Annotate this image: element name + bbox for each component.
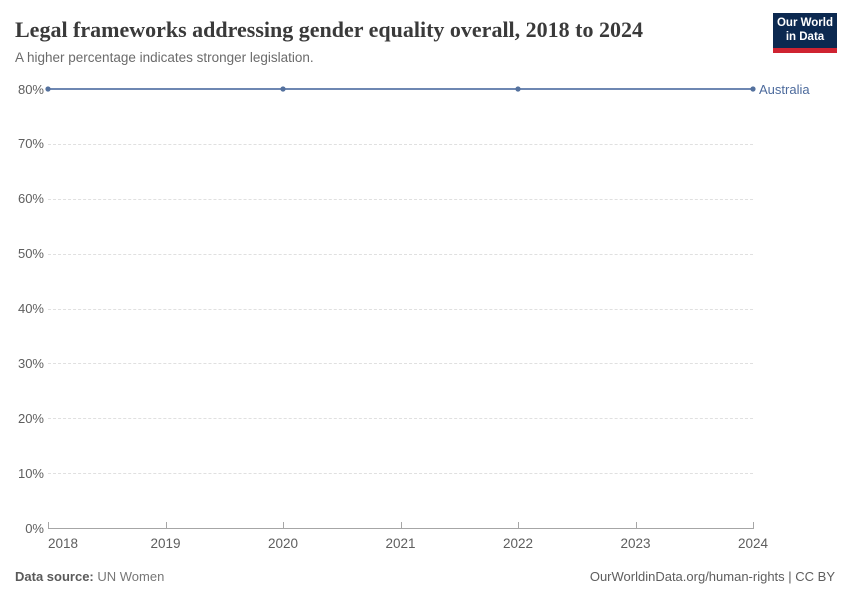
page-title: Legal frameworks addressing gender equal…: [15, 17, 643, 42]
y-tick-label-20: 20%: [17, 410, 44, 426]
y-tick-label-0: 0%: [25, 520, 44, 536]
x-tick-label-2018: 2018: [48, 536, 79, 551]
gridline-20: [48, 418, 753, 420]
y-tick-label-50: 50%: [17, 246, 44, 262]
y-tick-label-30: 30%: [17, 355, 44, 371]
owid-logo-text-line2: in Data: [785, 31, 825, 43]
data-point-australia-2024[interactable]: [750, 86, 756, 92]
data-point-australia-2018[interactable]: [45, 86, 51, 92]
x-tick-label-2023: 2023: [620, 536, 651, 551]
x-axis-tick-2022: [518, 522, 519, 528]
gridline-50: [48, 253, 753, 255]
gridline-10: [48, 473, 753, 475]
y-tick-label-40: 40%: [17, 301, 44, 316]
y-tick-label-10: 10%: [17, 465, 44, 481]
x-axis-tick-2021: [400, 522, 402, 528]
owid-logo[interactable]: Our World in Data: [773, 13, 837, 53]
x-tick-label-2024: 2024: [737, 536, 769, 551]
x-tick-label-2019: 2019: [150, 536, 181, 551]
x-tick-label-2021: 2021: [385, 536, 416, 551]
gridline-40: [48, 308, 753, 310]
data-point-australia-2020[interactable]: [280, 86, 286, 92]
owid-logo-text-line1: Our World: [776, 17, 833, 29]
data-point-australia-2022[interactable]: [515, 86, 521, 92]
series-label-australia[interactable]: Australia: [759, 81, 810, 97]
y-tick-label-60: 60%: [17, 191, 44, 207]
x-axis-tick-2020: [283, 522, 284, 528]
credit-link[interactable]: OurWorldinData.org/human-rights | CC BY: [589, 569, 835, 584]
gridline-60: [48, 198, 753, 200]
gridline-30: [48, 363, 753, 365]
chart-subtitle: A higher percentage indicates stronger l…: [15, 50, 314, 65]
x-axis-tick-2023: [635, 522, 637, 528]
gridline-70: [48, 143, 753, 145]
y-tick-label-70: 70%: [17, 136, 44, 152]
x-axis-tick-2024: [753, 522, 754, 528]
x-tick-label-2020: 2020: [267, 536, 299, 551]
y-tick-label-80: 80%: [17, 81, 44, 97]
x-tick-label-2022: 2022: [502, 536, 534, 551]
data-source-label: Data source:: [15, 569, 94, 584]
x-axis-tick-2018: [48, 522, 49, 528]
data-source-value: UN Women: [97, 569, 165, 584]
x-axis-tick-2019: [165, 522, 167, 528]
data-source-note: Data source: UN Women: [15, 569, 164, 584]
x-axis-line: [48, 528, 754, 529]
